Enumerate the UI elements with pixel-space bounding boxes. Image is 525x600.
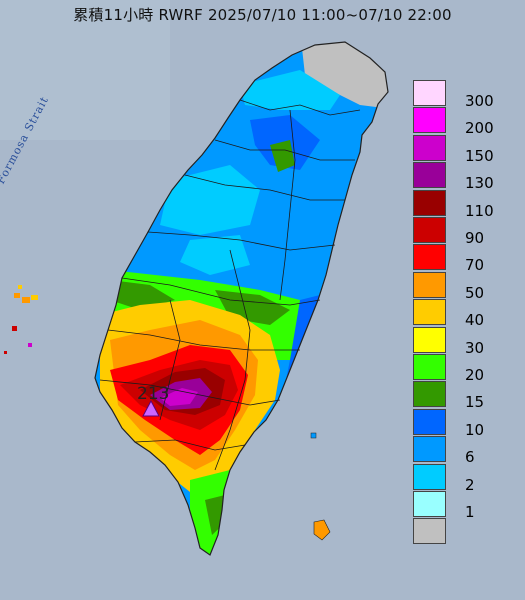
legend-swatch bbox=[413, 80, 446, 106]
legend-label: 40 bbox=[465, 311, 485, 330]
legend-label: 20 bbox=[465, 366, 485, 384]
legend-swatch bbox=[413, 436, 446, 463]
legend-label: 15 bbox=[465, 393, 485, 412]
legend-label: 300 bbox=[465, 92, 494, 110]
legend-label: 6 bbox=[465, 448, 475, 467]
legend-swatch bbox=[413, 491, 446, 517]
legend-swatch bbox=[413, 326, 446, 353]
legend-label: 200 bbox=[465, 119, 494, 138]
legend-label: 130 bbox=[465, 174, 494, 193]
legend-swatch bbox=[413, 107, 446, 134]
legend-label: 110 bbox=[465, 201, 494, 220]
max-rainfall-marker-icon bbox=[142, 399, 160, 417]
map-title: 累積11小時 RWRF 2025/07/10 11:00~07/10 22:00 bbox=[73, 6, 452, 24]
legend-swatch bbox=[413, 244, 446, 271]
legend-label: 90 bbox=[465, 229, 485, 247]
county-boundaries bbox=[99, 99, 361, 471]
green-island bbox=[310, 432, 317, 439]
legend-swatch bbox=[413, 134, 446, 161]
legend-label: 70 bbox=[465, 256, 485, 275]
orchid-island bbox=[313, 519, 331, 541]
penghu-islands bbox=[4, 285, 38, 354]
legend-label: 50 bbox=[465, 283, 485, 302]
legend-label: 150 bbox=[465, 146, 494, 165]
legend-swatch bbox=[413, 217, 446, 243]
legend-swatch bbox=[413, 518, 446, 545]
legend-swatch bbox=[413, 381, 446, 408]
legend-label: 1 bbox=[465, 503, 475, 521]
legend-swatch bbox=[413, 189, 446, 216]
sea-haze bbox=[0, 0, 170, 140]
legend-label: 30 bbox=[465, 338, 485, 357]
legend-swatch bbox=[413, 271, 446, 298]
legend-swatch bbox=[413, 354, 446, 380]
legend-label: 10 bbox=[465, 420, 485, 439]
legend-swatch bbox=[413, 162, 446, 189]
legend-swatch bbox=[413, 463, 446, 490]
max-value-label: 213 bbox=[137, 384, 170, 404]
legend-swatch bbox=[413, 299, 446, 326]
island-coastline bbox=[94, 41, 389, 556]
legend-label: 2 bbox=[465, 475, 475, 494]
legend-swatch bbox=[413, 408, 446, 435]
rainfall-legend: 300 200 150 130 110 90 70 50 40 30 20 15 10 6 2 1 bbox=[413, 80, 521, 572]
